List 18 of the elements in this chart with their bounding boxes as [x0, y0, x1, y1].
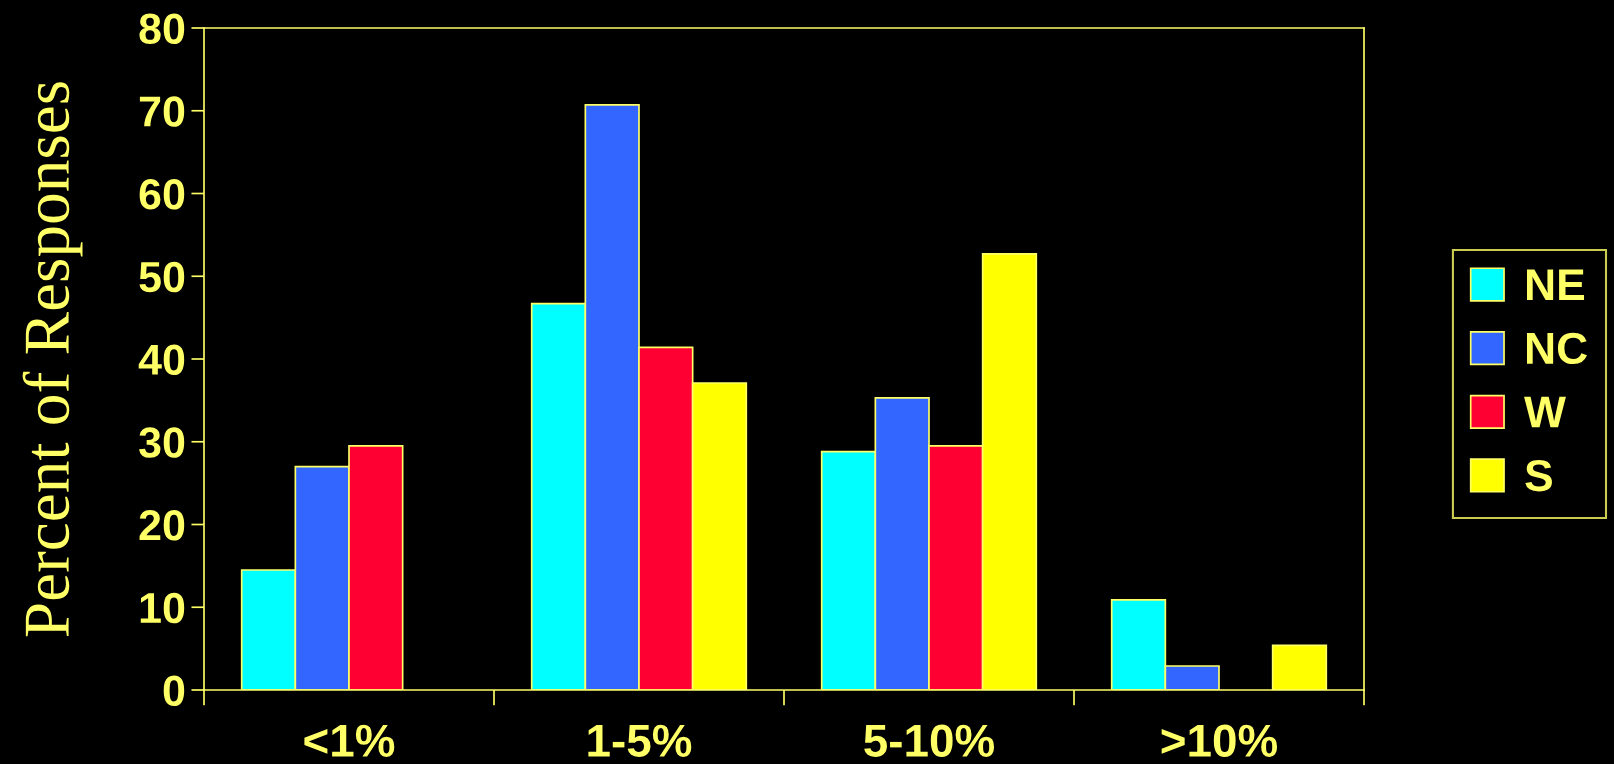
- y-tick-label: 50: [139, 261, 185, 293]
- y-axis-title: Percent of Responses: [22, 82, 83, 637]
- y-tick-label: 60: [139, 179, 185, 210]
- y-tick-label: 10: [140, 592, 185, 624]
- y-tick-label: 20: [139, 510, 185, 541]
- y-tick-label: 0: [163, 675, 185, 707]
- x-tick-label: >10%: [1161, 724, 1278, 757]
- y-tick-label: 70: [139, 96, 185, 127]
- y-tick-label: 40: [138, 344, 185, 376]
- x-tick-label: 5-10%: [864, 724, 995, 757]
- legend-label: NE: [1527, 269, 1585, 301]
- y-tick-label: 30: [139, 427, 185, 458]
- legend-label: NC: [1527, 332, 1588, 365]
- y-tick-label: 80: [139, 13, 185, 45]
- x-tick-label: 1-5%: [588, 724, 692, 757]
- legend-label: S: [1525, 459, 1552, 492]
- x-tick-label: <1%: [304, 724, 395, 757]
- legend-label: W: [1524, 396, 1566, 428]
